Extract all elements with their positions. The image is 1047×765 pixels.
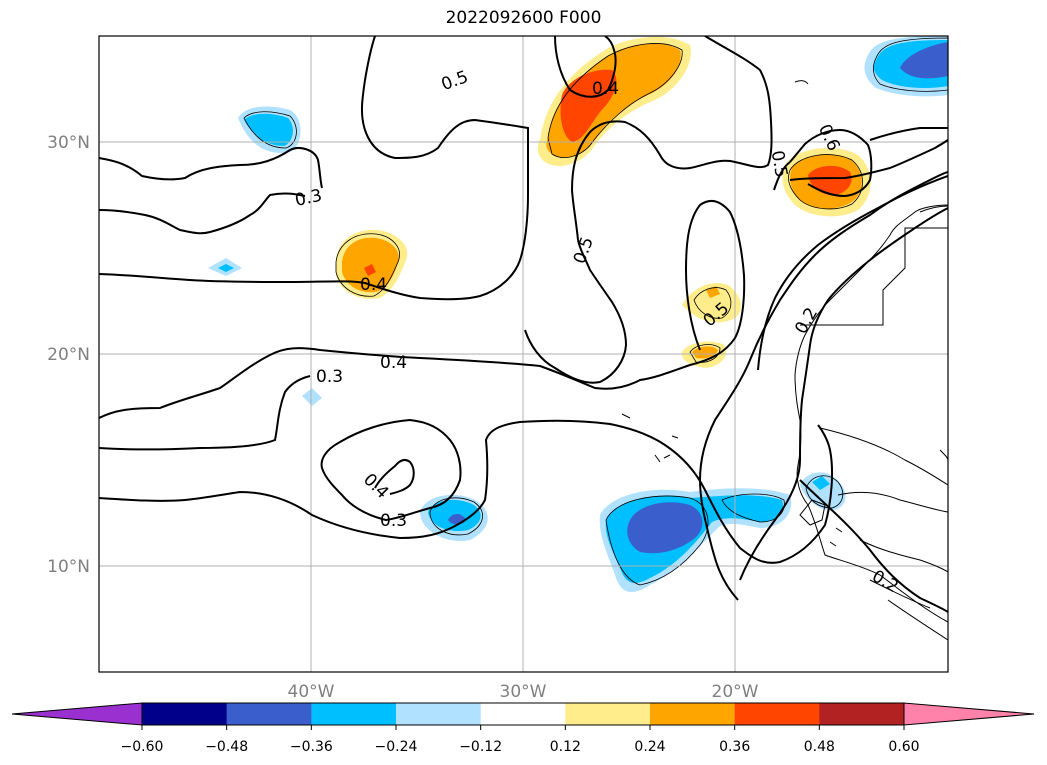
negative-anomaly-patch-north [238,106,301,153]
positive-anomaly-patch-north [537,36,691,166]
colorbar-tick-label: 0.60 [888,739,919,755]
colorbar-ticks: −0.60 −0.48 −0.36 −0.24 −0.12 0.12 0.24 0.36 0.4… [121,725,920,755]
colorbar-cell [226,703,312,725]
positive-anomaly-patch-small-b [681,341,726,368]
colorbar-tick-label: −0.12 [459,739,502,755]
contour-label: 0.5 [570,234,598,266]
colorbar-cell [819,703,905,725]
lon-label: 20°W [712,682,759,702]
positive-anomaly-patch-east [782,147,871,217]
colorbar-tick-label: 0.12 [550,739,581,755]
patch-outlines [243,37,948,586]
negative-anomaly-patch-central-south [420,494,488,541]
longitude-labels: 40°W 30°W 20°W [288,682,759,702]
colorbar-tick-label: −0.24 [375,739,418,755]
colorbar-tick-label: 0.36 [719,739,750,755]
colorbar-tick-label: 0.24 [634,739,665,755]
lat-label: 30°N [47,133,90,153]
latitude-labels: 30°N 20°N 10°N [47,133,90,577]
contour-label: 0.5 [767,149,791,179]
gridlines [99,36,948,672]
contour-lines [99,36,948,613]
contour-label: 0.2 [791,304,822,337]
contour-label: 0.3 [380,511,407,531]
negative-anomaly-patch-small-west [208,258,242,276]
colorbar-cell [565,703,651,725]
colorbar-cell [734,703,820,725]
negative-anomaly-patch-northeast [864,36,948,97]
contour-label: 0.3 [293,186,324,211]
colorbar-outline [141,702,905,726]
colorbar-cell [650,703,736,725]
colorbar-tick-label: −0.60 [121,739,164,755]
lon-label: 30°W [500,682,547,702]
coastlines [621,80,948,641]
negative-anomaly-patch-east-tropical [599,488,792,593]
contour-label: 0.3 [316,367,343,387]
colorbar: −0.60 −0.48 −0.36 −0.24 −0.12 0.12 0.24 0.36 0.4… [11,702,1035,755]
contour-label: 0.4 [359,470,392,503]
colorbar-cell [396,703,482,725]
filled-anomalies [208,36,948,593]
colorbar-cell [480,703,566,725]
colorbar-extend-left [11,702,143,726]
plot-frame [98,35,949,673]
map-title: 2022092600 F000 [445,8,602,28]
colorbar-tick-label: −0.48 [205,739,248,755]
contour-label: 0.4 [380,353,407,373]
contour-label: 0.4 [592,79,619,99]
colorbar-cell [311,703,397,725]
lat-label: 10°N [47,557,90,577]
contour-label: 0.4 [360,275,387,295]
positive-anomaly-patch-small-a [682,282,741,323]
colorbar-extend-right [903,702,1035,726]
lon-label: 40°W [288,682,335,702]
colorbar-tick-label: 0.48 [804,739,835,755]
lat-label: 20°N [47,345,90,365]
negative-anomaly-patch-tiny [302,388,322,406]
colorbar-cells [11,702,1035,726]
contour-label: 0.5 [439,67,471,95]
colorbar-tick-label: −0.36 [290,739,333,755]
contour-label-group: 0.5 0.4 0.6 0.5 0.3 0.4 0.5 0.5 0.2 0.4 … [293,67,902,597]
colorbar-cell [142,703,228,725]
